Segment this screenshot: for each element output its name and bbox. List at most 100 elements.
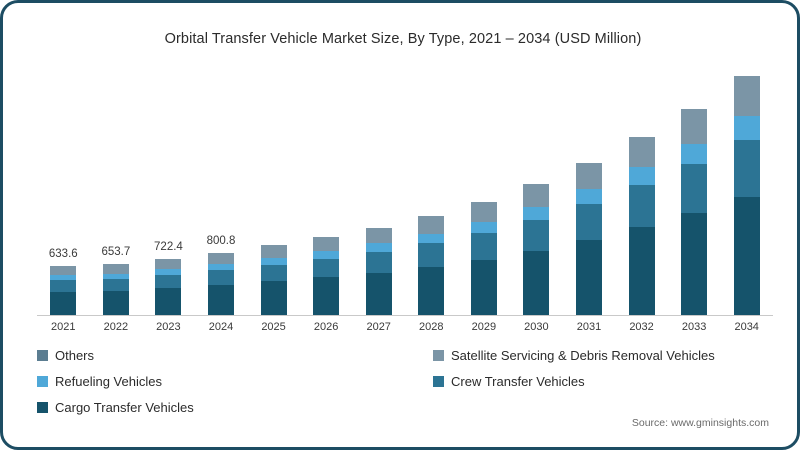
bar-segment	[50, 291, 77, 315]
legend-swatch-icon	[37, 350, 48, 361]
bar-2031[interactable]	[576, 162, 602, 315]
bar-segment	[102, 278, 129, 291]
bar-segment	[313, 258, 340, 278]
legend-item[interactable]: Others	[37, 348, 94, 363]
legend-item[interactable]: Crew Transfer Vehicles	[433, 374, 585, 389]
bar-segment	[50, 275, 77, 281]
bar-2034[interactable]	[733, 76, 760, 315]
bar-segment	[628, 167, 655, 186]
x-tick-2029: 2029	[471, 321, 497, 333]
bar-2029[interactable]	[470, 202, 497, 315]
bar-segment	[260, 245, 287, 258]
bar-segment	[470, 259, 497, 315]
legend-swatch-icon	[433, 376, 444, 387]
bar-2032[interactable]	[628, 136, 655, 315]
bar-segment	[365, 227, 392, 244]
bar-2024[interactable]	[208, 252, 234, 315]
bar-segment	[313, 251, 340, 259]
bar-segment	[681, 213, 708, 315]
legend-swatch-icon	[37, 402, 48, 413]
x-tick-2026: 2026	[313, 321, 339, 333]
bar-segment	[628, 185, 655, 228]
bar-segment	[155, 258, 182, 270]
bar-segment	[260, 257, 287, 265]
legend-label: Others	[55, 348, 95, 363]
legend-item[interactable]: Satellite Servicing & Debris Removal Veh…	[433, 348, 715, 363]
legend-swatch-icon	[433, 350, 444, 361]
legend-item[interactable]: Cargo Transfer Vehicles	[37, 400, 194, 415]
bar-segment	[365, 252, 392, 273]
bar-2023[interactable]	[155, 258, 182, 315]
bar-segment	[418, 216, 445, 234]
bar-value-label: 653.7	[101, 246, 131, 259]
bar-segment	[418, 243, 445, 267]
bar-segment	[681, 108, 708, 144]
legend-label: Refueling Vehicles	[55, 374, 162, 389]
bar-segment	[523, 219, 550, 251]
bar-segment	[681, 164, 708, 214]
legend-swatch-icon	[37, 376, 48, 387]
x-axis-line	[37, 315, 773, 316]
x-tick-2033: 2033	[681, 321, 707, 333]
x-tick-2032: 2032	[629, 321, 654, 333]
bar-segment	[102, 273, 129, 279]
bar-segment	[470, 221, 497, 234]
x-tick-2021: 2021	[51, 321, 76, 333]
bar-segment	[733, 116, 760, 141]
bar-segment	[260, 281, 287, 315]
x-tick-2030: 2030	[524, 321, 549, 333]
legend-label: Satellite Servicing & Debris Removal Veh…	[451, 348, 715, 363]
bar-segment	[155, 288, 182, 315]
bar-2021[interactable]	[50, 265, 77, 315]
bar-segment	[208, 270, 234, 286]
bar-segment	[523, 250, 550, 315]
x-tick-2025: 2025	[261, 321, 286, 333]
bar-segment	[208, 263, 234, 271]
plot-area	[37, 69, 773, 315]
source-note: Source: www.gminsights.com	[631, 417, 769, 429]
bar-segment	[681, 143, 708, 165]
bar-segment	[260, 264, 287, 282]
bar-2026[interactable]	[313, 237, 340, 315]
bar-segment	[50, 280, 77, 292]
bar-segment	[733, 196, 760, 315]
bar-segment	[50, 265, 77, 276]
bar-segment	[576, 203, 602, 240]
bar-segment	[470, 202, 497, 222]
x-tick-2023: 2023	[156, 321, 181, 333]
bar-2022[interactable]	[102, 264, 129, 315]
bar-segment	[208, 252, 234, 264]
legend-label: Cargo Transfer Vehicles	[55, 400, 194, 415]
x-tick-2027: 2027	[366, 321, 391, 333]
bar-segment	[628, 136, 655, 168]
bar-segment	[733, 76, 760, 117]
bar-value-label: 800.8	[206, 234, 236, 247]
bar-value-label: 633.6	[48, 247, 78, 260]
x-tick-2022: 2022	[103, 321, 129, 333]
bar-segment	[313, 237, 340, 252]
legend-label: Crew Transfer Vehicles	[451, 374, 585, 389]
bar-segment	[102, 264, 129, 274]
x-tick-2031: 2031	[576, 321, 602, 333]
bar-2033[interactable]	[681, 108, 708, 315]
bar-segment	[102, 290, 129, 315]
bar-segment	[208, 285, 234, 315]
bar-segment	[365, 243, 392, 253]
bar-2030[interactable]	[523, 184, 550, 315]
bar-segment	[313, 277, 340, 315]
chart-title: Orbital Transfer Vehicle Market Size, By…	[164, 31, 642, 47]
bar-segment	[733, 140, 760, 197]
x-tick-2028: 2028	[419, 321, 444, 333]
bar-2027[interactable]	[365, 227, 392, 315]
bar-segment	[576, 162, 602, 189]
bar-segment	[576, 239, 602, 315]
bar-segment	[628, 227, 655, 315]
legend-item[interactable]: Refueling Vehicles	[37, 374, 162, 389]
bar-segment	[576, 188, 602, 204]
bar-segment	[155, 274, 182, 289]
bar-2025[interactable]	[260, 245, 287, 315]
bar-2028[interactable]	[418, 216, 445, 315]
bar-value-label: 722.4	[154, 240, 183, 253]
bar-segment	[418, 266, 445, 315]
